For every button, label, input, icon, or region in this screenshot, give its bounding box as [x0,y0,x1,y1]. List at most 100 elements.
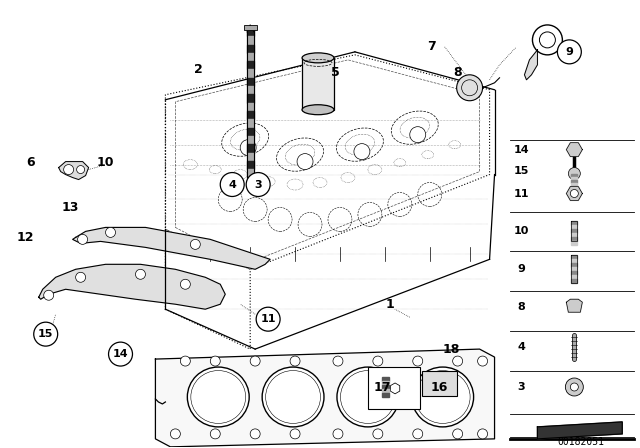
Bar [572,241,577,246]
Ellipse shape [302,105,334,115]
Circle shape [452,356,463,366]
Circle shape [250,429,260,439]
Ellipse shape [188,367,249,427]
Polygon shape [566,143,582,156]
Text: 10: 10 [514,226,529,237]
Circle shape [290,356,300,366]
Bar [244,25,257,30]
Bar [302,58,334,110]
Text: 1: 1 [385,298,394,311]
Circle shape [250,356,260,366]
Bar [572,182,577,185]
Text: 6: 6 [26,156,35,169]
Text: ⬡: ⬡ [388,382,401,396]
Circle shape [77,234,88,244]
Bar [368,367,420,409]
Bar [382,393,389,397]
Bar [247,44,254,53]
Polygon shape [39,264,225,309]
Circle shape [290,429,300,439]
Text: 14: 14 [113,349,129,359]
Text: 7: 7 [428,40,436,53]
Circle shape [354,144,370,159]
Circle shape [373,356,383,366]
Circle shape [413,429,423,439]
Bar [572,259,577,263]
Ellipse shape [302,53,334,63]
Bar [572,173,577,177]
Text: 2: 2 [194,63,203,76]
Text: 16: 16 [431,380,449,393]
Polygon shape [72,228,270,269]
Polygon shape [156,349,495,447]
Circle shape [246,172,270,197]
Bar [247,28,254,36]
Polygon shape [538,422,622,439]
Circle shape [333,356,343,366]
Bar [382,385,389,389]
Bar [247,95,254,103]
Bar [572,279,577,283]
Circle shape [297,154,313,169]
Text: 15: 15 [38,329,53,339]
Bar [572,221,577,225]
Text: 12: 12 [17,231,35,244]
Circle shape [211,356,220,366]
Bar [247,144,254,153]
Bar [572,271,577,275]
Bar [247,111,254,119]
Bar [247,86,254,95]
Bar [247,53,254,61]
Text: 10: 10 [97,156,115,169]
Bar [247,36,254,44]
Circle shape [256,307,280,331]
Bar [247,128,254,136]
Bar [382,377,389,381]
Circle shape [373,429,383,439]
Bar [572,180,577,182]
Circle shape [109,342,132,366]
Bar [247,136,254,144]
Circle shape [557,40,581,64]
Circle shape [180,356,190,366]
Bar [572,267,577,271]
Bar [247,61,254,69]
Circle shape [477,429,488,439]
Text: 18: 18 [443,343,460,356]
Bar [382,381,389,385]
Bar [572,185,577,189]
Circle shape [568,168,580,180]
Text: 5: 5 [331,66,339,79]
Text: 3: 3 [518,382,525,392]
Text: 9: 9 [565,47,573,57]
Text: 3: 3 [254,180,262,190]
Text: 17: 17 [373,380,390,393]
Text: 4: 4 [228,180,236,190]
Polygon shape [566,186,582,200]
Bar [572,233,577,237]
Circle shape [240,140,256,155]
Circle shape [180,279,190,289]
Bar [382,389,389,393]
Circle shape [170,429,180,439]
Circle shape [77,166,84,173]
Circle shape [63,164,74,175]
Circle shape [570,190,579,198]
Text: 11: 11 [260,314,276,324]
Circle shape [211,429,220,439]
Circle shape [565,378,583,396]
Circle shape [410,127,426,142]
Circle shape [76,272,86,282]
Circle shape [136,269,145,279]
Circle shape [333,429,343,439]
Bar [572,229,577,233]
Polygon shape [59,162,88,180]
Circle shape [106,228,116,237]
Polygon shape [524,50,538,80]
Bar [247,103,254,111]
Circle shape [44,290,54,300]
Bar [572,263,577,267]
Bar [247,153,254,161]
Bar [572,177,577,180]
Circle shape [413,356,423,366]
